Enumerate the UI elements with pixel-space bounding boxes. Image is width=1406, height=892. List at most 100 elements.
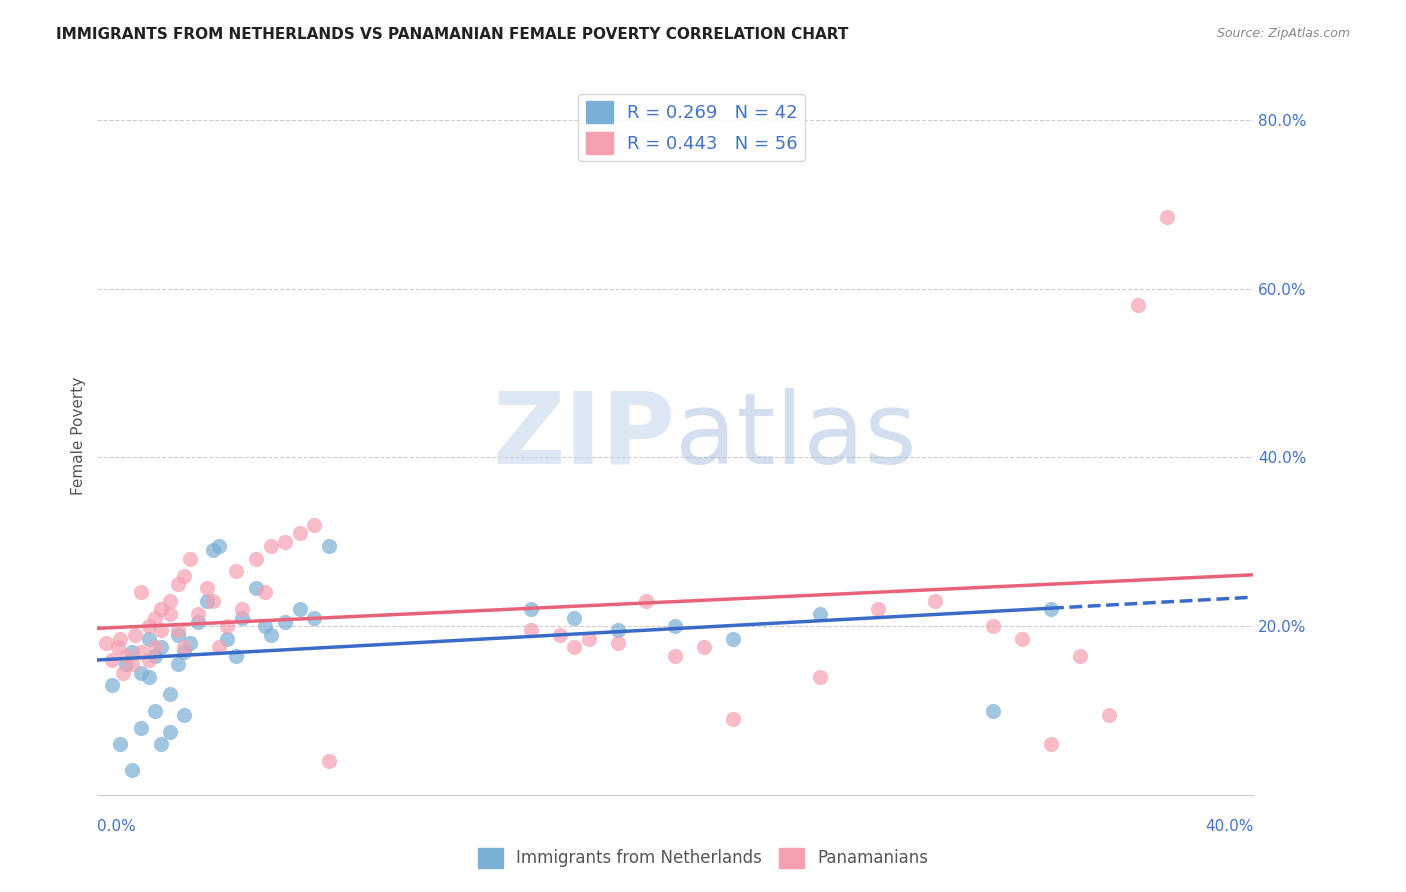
Y-axis label: Female Poverty: Female Poverty [72,377,86,495]
Point [274,534,297,549]
Point [201,594,224,608]
Point [606,624,628,638]
Point [149,640,172,655]
Point [149,602,172,616]
Point [173,640,195,655]
Point [149,738,172,752]
Point [179,636,201,650]
Point [808,670,831,684]
Point [260,627,283,641]
Point [159,607,181,621]
Point [606,636,628,650]
Point [110,632,132,646]
Point [288,602,311,616]
Point [217,619,239,633]
Point [107,640,129,655]
Point [110,738,132,752]
Point [121,644,143,658]
Point [173,707,195,722]
Point [159,594,181,608]
Point [129,721,152,735]
Point [231,611,253,625]
Point [253,585,276,599]
Text: 0.0%: 0.0% [97,819,136,834]
Point [302,517,325,532]
Point [112,665,135,680]
Point [664,648,686,663]
Point [138,619,160,633]
Point [721,712,744,726]
Point [1011,632,1033,646]
Text: atlas: atlas [675,388,917,484]
Point [129,644,152,658]
Point [159,687,181,701]
Point [167,624,190,638]
Point [562,611,585,625]
Point [1040,602,1063,616]
Point [129,585,152,599]
Point [129,665,152,680]
Point [578,632,600,646]
Point [520,602,543,616]
Point [562,640,585,655]
Point [143,648,166,663]
Point [866,602,889,616]
Point [138,653,160,667]
Point [94,636,117,650]
Point [124,627,146,641]
Point [318,754,340,768]
Point [225,565,247,579]
Point [253,619,276,633]
Point [138,670,160,684]
Point [981,619,1004,633]
Point [520,624,543,638]
Text: Source: ZipAtlas.com: Source: ZipAtlas.com [1216,27,1350,40]
Point [195,581,218,595]
Point [143,640,166,655]
Point [274,615,297,629]
Point [548,627,571,641]
Point [195,594,218,608]
Point [143,611,166,625]
Point [636,594,658,608]
Point [924,594,946,608]
Point [149,624,172,638]
Point [1069,648,1091,663]
Point [143,704,166,718]
Point [721,632,744,646]
Point [1156,210,1178,224]
Point [245,581,267,595]
Legend: Immigrants from Netherlands, Panamanians: Immigrants from Netherlands, Panamanians [471,841,935,875]
Point [208,539,231,553]
Text: 40.0%: 40.0% [1205,819,1253,834]
Point [664,619,686,633]
Text: ZIP: ZIP [492,388,675,484]
Point [121,657,143,672]
Point [187,607,209,621]
Point [217,632,239,646]
Point [121,763,143,777]
Point [1040,738,1063,752]
Point [187,615,209,629]
Point [115,657,138,672]
Point [302,611,325,625]
Point [693,640,716,655]
Point [101,653,124,667]
Text: IMMIGRANTS FROM NETHERLANDS VS PANAMANIAN FEMALE POVERTY CORRELATION CHART: IMMIGRANTS FROM NETHERLANDS VS PANAMANIA… [56,27,849,42]
Point [201,543,224,558]
Point [981,704,1004,718]
Point [167,577,190,591]
Legend: R = 0.269   N = 42, R = 0.443   N = 56: R = 0.269 N = 42, R = 0.443 N = 56 [578,94,806,161]
Point [173,568,195,582]
Point [179,551,201,566]
Point [159,724,181,739]
Point [138,632,160,646]
Point [231,602,253,616]
Point [808,607,831,621]
Point [1098,707,1121,722]
Point [318,539,340,553]
Point [101,678,124,692]
Point [288,526,311,541]
Point [1126,298,1149,312]
Point [167,657,190,672]
